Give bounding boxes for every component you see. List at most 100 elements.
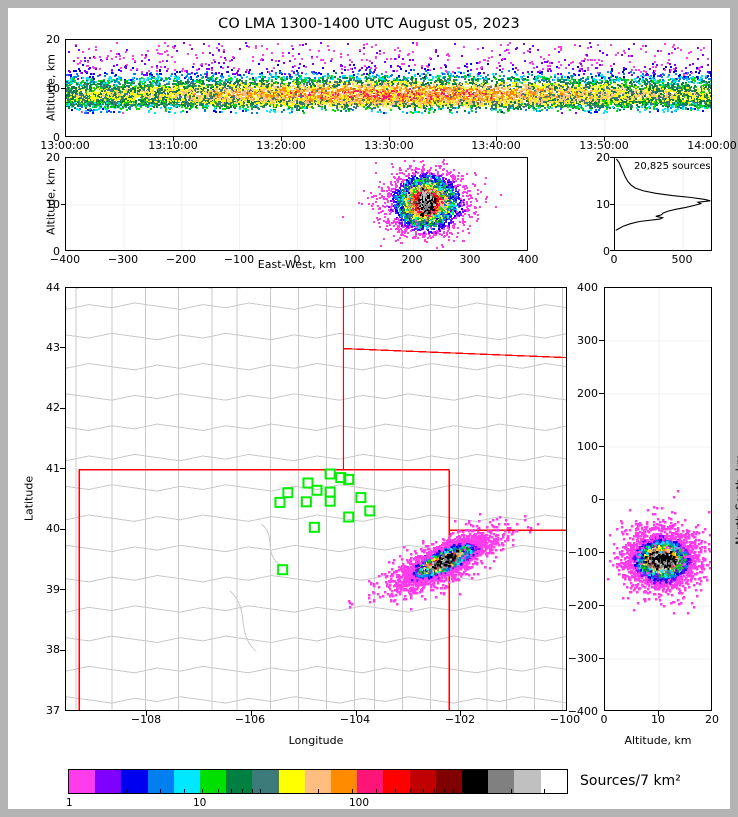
map-ytick-40: 40 <box>34 522 60 535</box>
map-ytickmark-39 <box>60 589 65 590</box>
map-ytick-41: 41 <box>34 462 60 475</box>
p2-xtick-400: 400 <box>498 253 558 266</box>
map-xtick--104: −104 <box>325 713 385 726</box>
p5-ytickmark-0 <box>599 499 604 500</box>
lma-station-marker <box>277 564 289 576</box>
lma-station-marker <box>343 473 355 485</box>
p1-xtick-4: 13:40:00 <box>456 139 536 152</box>
panel-time-height <box>65 39 712 137</box>
p2-xtick-200: 200 <box>382 253 442 266</box>
p5-ytick--400: −400 <box>538 705 598 718</box>
p5-ytick-100: 100 <box>538 440 598 453</box>
p2-ytick-10: 10 <box>30 198 60 211</box>
panel-altitude-histogram <box>614 157 712 251</box>
lma-station-marker <box>311 484 323 496</box>
p5-ytickmark--100 <box>599 552 604 553</box>
lma-station-marker <box>364 505 376 517</box>
colorbar[interactable] <box>68 769 568 794</box>
colorbar-segment-13 <box>409 770 436 793</box>
map-xtickmark--102 <box>460 711 461 716</box>
p1-xtick-2: 13:20:00 <box>241 139 321 152</box>
p1-ytick-0: 0 <box>30 131 60 144</box>
colorbar-minor-tick <box>241 789 243 793</box>
p3-ytick-20: 20 <box>584 151 610 164</box>
p3-ytickmark-10 <box>610 204 614 205</box>
map-ytickmark-40 <box>60 529 65 530</box>
p5-ytick-400: 400 <box>538 281 598 294</box>
p5-ytick--300: −300 <box>538 652 598 665</box>
p2-xtick--300: −300 <box>93 253 153 266</box>
p5-ytick-200: 200 <box>538 387 598 400</box>
p1-xtick-1: 13:10:00 <box>133 139 213 152</box>
colorbar-segment-0 <box>69 770 96 793</box>
colorbar-minor-tick <box>183 789 185 793</box>
map-ytick-37: 37 <box>34 704 60 717</box>
lma-station-marker <box>324 468 336 480</box>
p1-xtick-0: 13:00:00 <box>25 139 105 152</box>
colorbar-minor-tick <box>394 789 396 793</box>
p1-ytickmark-10 <box>61 88 65 89</box>
colorbar-minor-tick <box>230 789 232 793</box>
p1-xtickmark-2 <box>281 137 282 141</box>
map-ytick-42: 42 <box>34 401 60 414</box>
p1-xtickmark-3 <box>389 137 390 141</box>
map-xtickmark--104 <box>356 711 357 716</box>
colorbar-minor-tick <box>376 789 378 793</box>
panel-map <box>65 287 567 711</box>
colorbar-segment-5 <box>200 770 227 793</box>
map-xtick--108: −108 <box>116 713 176 726</box>
p5-xtick-10: 10 <box>638 713 678 726</box>
p2-xtick--100: −100 <box>209 253 269 266</box>
lma-station-marker <box>274 496 286 508</box>
northsouth-height-canvas <box>605 288 711 710</box>
colorbar-segment-14 <box>435 770 463 793</box>
p3-xtick-0: 0 <box>594 253 634 266</box>
map-ytickmark-43 <box>60 347 65 348</box>
colorbar-minor-tick <box>422 789 424 793</box>
lma-station-marker <box>308 521 320 533</box>
colorbar-segment-17 <box>514 770 541 793</box>
figure-title: CO LMA 1300-1400 UTC August 05, 2023 <box>8 16 730 32</box>
p2-xtick-100: 100 <box>324 253 384 266</box>
eastwest-height-canvas <box>66 158 527 250</box>
p2-ytick-0: 0 <box>30 245 60 258</box>
p2-ytick-20: 20 <box>30 151 60 164</box>
p5-ytickmark-200 <box>599 393 604 394</box>
p5-ytick--200: −200 <box>538 599 598 612</box>
map-xlabel: Longitude <box>266 734 366 747</box>
colorbar-minor-tick <box>544 789 546 793</box>
panel-northsouth-height <box>604 287 712 711</box>
p5-ytickmark--300 <box>599 658 604 659</box>
p5-xlabel: Altitude, km <box>608 734 708 747</box>
colorbar-segment-6 <box>226 770 253 793</box>
p3-ytickmark-20 <box>610 157 614 158</box>
colorbar-segment-2 <box>121 770 148 793</box>
map-canvas <box>66 288 566 710</box>
p1-xtick-5: 13:50:00 <box>564 139 644 152</box>
map-ytick-38: 38 <box>34 643 60 656</box>
panel-eastwest-height <box>65 157 528 251</box>
p1-xtickmark-1 <box>173 137 174 141</box>
colorbar-minor-tick <box>125 789 127 793</box>
colorbar-minor-tick <box>433 789 435 793</box>
p3-ytick-0: 0 <box>584 245 610 258</box>
colorbar-segment-10 <box>331 770 358 793</box>
map-ytickmark-42 <box>60 408 65 409</box>
colorbar-segment-8 <box>278 770 305 793</box>
colorbar-minor-tick <box>159 789 161 793</box>
p1-xtickmark-4 <box>496 137 497 141</box>
p5-ytick-300: 300 <box>538 334 598 347</box>
p2-xtick-0: 0 <box>267 253 327 266</box>
p1-ytick-20: 20 <box>30 33 60 46</box>
colorbar-segment-12 <box>383 770 410 793</box>
map-ytick-39: 39 <box>34 583 60 596</box>
lma-station-marker <box>335 472 347 484</box>
p5-ytick--100: −100 <box>538 546 598 559</box>
p1-xtickmark-5 <box>604 137 605 141</box>
colorbar-segment-16 <box>488 770 515 793</box>
colorbar-minor-tick <box>452 789 454 793</box>
colorbar-tick-100: 100 <box>349 797 369 809</box>
p5-xtickmark-10 <box>658 711 659 716</box>
map-ytickmark-38 <box>60 650 65 651</box>
colorbar-minor-tick <box>68 789 69 793</box>
